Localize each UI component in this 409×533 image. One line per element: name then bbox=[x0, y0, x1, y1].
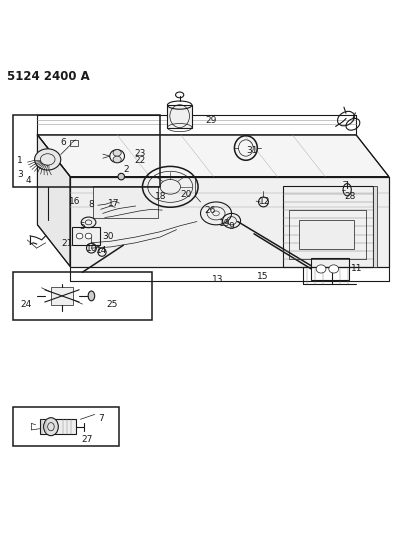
Text: 29: 29 bbox=[204, 116, 216, 125]
Text: 11: 11 bbox=[350, 264, 362, 273]
Bar bbox=[39, 419, 76, 434]
Bar bbox=[13, 407, 119, 446]
Text: 22: 22 bbox=[134, 156, 145, 165]
Text: 30: 30 bbox=[102, 231, 113, 240]
Text: 14: 14 bbox=[95, 246, 107, 255]
Bar bbox=[282, 185, 372, 268]
Ellipse shape bbox=[43, 418, 58, 435]
Text: 1: 1 bbox=[17, 156, 23, 165]
Bar bbox=[298, 220, 353, 249]
Ellipse shape bbox=[85, 233, 92, 239]
Bar bbox=[70, 140, 78, 147]
Bar bbox=[13, 272, 151, 320]
Text: 9: 9 bbox=[228, 222, 234, 231]
Ellipse shape bbox=[113, 150, 121, 156]
Text: 8: 8 bbox=[88, 200, 94, 209]
Polygon shape bbox=[37, 135, 388, 176]
Text: 26: 26 bbox=[204, 206, 215, 215]
Ellipse shape bbox=[113, 156, 121, 163]
Text: 25: 25 bbox=[106, 300, 117, 309]
Ellipse shape bbox=[315, 265, 325, 273]
Bar bbox=[288, 210, 366, 259]
Text: 28: 28 bbox=[343, 192, 355, 201]
Text: 4: 4 bbox=[25, 176, 31, 185]
Text: 17: 17 bbox=[108, 199, 119, 208]
Text: 5124 2400 A: 5124 2400 A bbox=[7, 70, 89, 83]
Text: 16: 16 bbox=[69, 197, 81, 206]
Text: 21: 21 bbox=[61, 239, 72, 248]
Text: 19: 19 bbox=[219, 219, 230, 228]
Text: 6: 6 bbox=[60, 138, 65, 147]
Text: 24: 24 bbox=[20, 300, 31, 309]
Bar bbox=[92, 185, 157, 219]
Text: 12: 12 bbox=[258, 197, 270, 206]
Text: 18: 18 bbox=[155, 192, 166, 201]
Text: 7: 7 bbox=[98, 414, 103, 423]
Text: 27: 27 bbox=[81, 435, 93, 444]
Text: 15: 15 bbox=[257, 272, 268, 281]
Text: 3: 3 bbox=[17, 169, 23, 179]
Ellipse shape bbox=[118, 173, 124, 180]
Polygon shape bbox=[70, 176, 388, 266]
Text: 10: 10 bbox=[85, 244, 97, 253]
Ellipse shape bbox=[88, 291, 94, 301]
Text: 20: 20 bbox=[180, 190, 191, 199]
Ellipse shape bbox=[76, 233, 83, 239]
Bar bbox=[310, 259, 348, 280]
Text: 5: 5 bbox=[79, 222, 85, 231]
Bar bbox=[372, 185, 376, 268]
Bar bbox=[167, 105, 191, 127]
Bar bbox=[72, 227, 100, 245]
Bar bbox=[13, 115, 160, 187]
Text: 31: 31 bbox=[245, 146, 257, 155]
Ellipse shape bbox=[328, 265, 338, 273]
Ellipse shape bbox=[34, 149, 61, 170]
Text: 2: 2 bbox=[123, 165, 128, 174]
Text: 13: 13 bbox=[211, 275, 222, 284]
Bar bbox=[50, 287, 73, 305]
Text: 23: 23 bbox=[134, 149, 145, 158]
Polygon shape bbox=[37, 135, 70, 266]
